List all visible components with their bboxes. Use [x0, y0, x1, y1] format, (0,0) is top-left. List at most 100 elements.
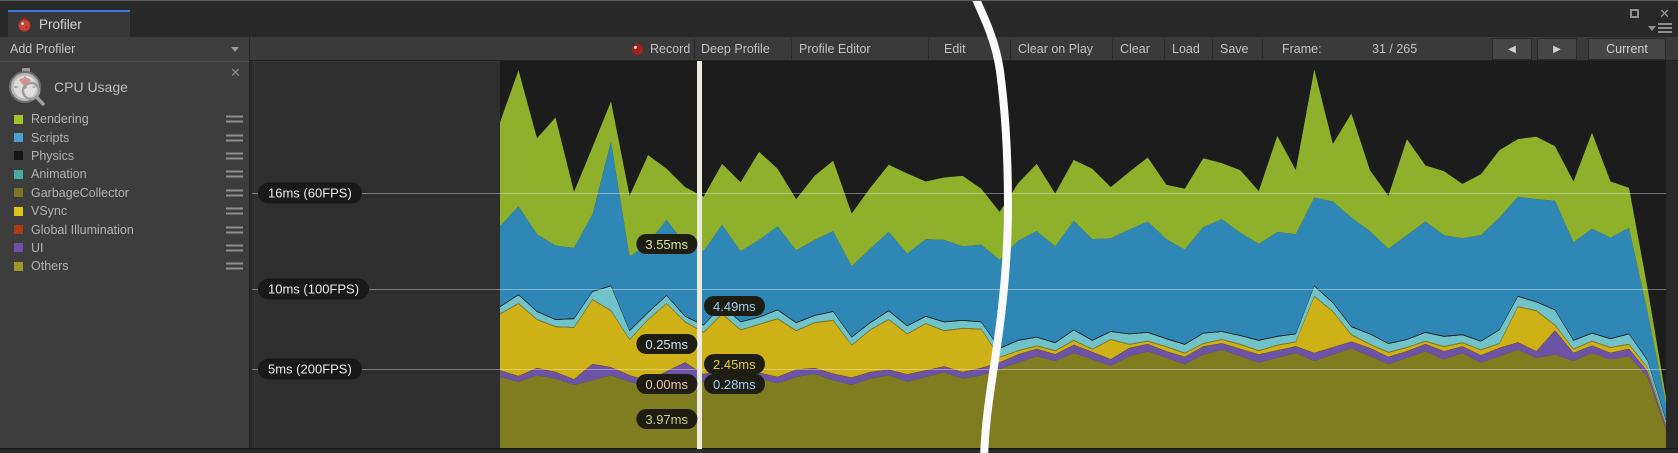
- drag-handle-icon[interactable]: [226, 134, 243, 142]
- series-area-physics: [500, 285, 1666, 421]
- drag-handle-icon[interactable]: [226, 170, 243, 178]
- frame-label: Frame:: [1282, 42, 1322, 56]
- legend-color-swatch: [14, 188, 23, 198]
- legend-color-swatch: [14, 169, 23, 179]
- legend-color-swatch: [14, 225, 23, 235]
- frame-value: 31 / 265: [1372, 42, 1418, 56]
- legend-label: Global Illumination: [31, 222, 134, 237]
- value-badge-global-illumination: 0.00ms: [636, 374, 697, 394]
- toolbar-separator: [791, 39, 792, 59]
- cpu-usage-panel: ✕ CPU Usage Rendering Scripts Physics Anima…: [0, 61, 250, 448]
- button-label: Load: [1172, 42, 1200, 56]
- load-button[interactable]: Load: [1172, 37, 1200, 61]
- deep-profile-button[interactable]: Deep Profile: [701, 37, 770, 61]
- button-label: Save: [1220, 42, 1249, 56]
- record-icon: [632, 43, 643, 55]
- button-label: Clear on Play: [1018, 42, 1094, 56]
- legend-item-ui[interactable]: UI: [0, 239, 249, 257]
- axis-label-10ms: 10ms (100FPS): [258, 278, 370, 300]
- drag-handle-icon[interactable]: [226, 115, 243, 123]
- legend-label: UI: [31, 240, 44, 255]
- legend-item-rendering[interactable]: Rendering: [0, 110, 249, 128]
- legend-label: VSync: [31, 204, 68, 219]
- value-badge-vsync: 2.45ms: [704, 354, 765, 374]
- title-bar: Profiler ✕: [0, 1, 1678, 37]
- series-area-ui: [500, 330, 1666, 430]
- legend-color-swatch: [14, 151, 23, 161]
- series-area-vsync: [500, 296, 1666, 427]
- legend-item-others[interactable]: Others: [0, 257, 249, 275]
- next-frame-button[interactable]: ▶: [1537, 38, 1577, 60]
- cpu-usage-icon: [9, 68, 45, 106]
- button-label: Profile Editor: [799, 42, 871, 56]
- close-panel-icon[interactable]: ✕: [230, 65, 241, 80]
- legend-label: Rendering: [31, 112, 89, 127]
- close-window-icon[interactable]: ✕: [1659, 6, 1670, 21]
- toolbar-separator: [928, 39, 929, 59]
- axis-label-5ms: 5ms (200FPS): [258, 358, 362, 380]
- legend: Rendering Scripts Physics Animation GarbageC…: [0, 110, 249, 276]
- record-button[interactable]: Record: [632, 37, 690, 61]
- clear-button[interactable]: Clear: [1120, 37, 1150, 61]
- drag-handle-icon[interactable]: [226, 207, 243, 215]
- profile-editor-button[interactable]: Profile Editor: [799, 37, 871, 61]
- legend-item-animation[interactable]: Animation: [0, 165, 249, 183]
- toolbar-separator: [1164, 39, 1165, 59]
- next-frame-icon: ▶: [1553, 43, 1561, 55]
- value-badge-physics: 0.25ms: [636, 334, 697, 354]
- window-menu-icon[interactable]: [1648, 23, 1672, 33]
- save-button[interactable]: Save: [1220, 37, 1249, 61]
- drag-handle-icon[interactable]: [226, 189, 243, 197]
- current-frame-button[interactable]: Current: [1588, 38, 1666, 60]
- chevron-down-icon: [1648, 25, 1656, 31]
- chart-empty-region: [252, 61, 500, 449]
- series-area-others: [500, 348, 1666, 449]
- legend-color-swatch: [14, 133, 23, 143]
- maximize-icon[interactable]: [1630, 9, 1639, 18]
- toolbar: Add Profiler Record Deep Profile Profile E…: [0, 37, 1678, 61]
- legend-item-garbagecollector[interactable]: GarbageCollector: [0, 184, 249, 202]
- series-area-animation: [500, 286, 1666, 424]
- series-area-garbagecollector: [500, 295, 1666, 425]
- value-badge-scripts: 4.49ms: [704, 296, 765, 316]
- bottom-edge: [0, 448, 1678, 453]
- drag-handle-icon[interactable]: [226, 244, 243, 252]
- legend-item-physics[interactable]: Physics: [0, 147, 249, 165]
- legend-label: GarbageCollector: [31, 185, 129, 200]
- selected-frame-line[interactable]: [697, 61, 702, 449]
- axis-label-16ms: 16ms (60FPS): [258, 182, 362, 204]
- value-badge-others: 3.97ms: [636, 409, 697, 429]
- toolbar-separator: [694, 39, 695, 59]
- value-badge-animation: 0.28ms: [704, 374, 765, 394]
- legend-item-global-illumination[interactable]: Global Illumination: [0, 220, 249, 238]
- toolbar-separator: [1262, 39, 1263, 59]
- legend-item-vsync[interactable]: VSync: [0, 202, 249, 220]
- drag-handle-icon[interactable]: [226, 152, 243, 160]
- button-label: Clear: [1120, 42, 1150, 56]
- series-area-rendering: [500, 69, 1666, 404]
- drag-handle-icon[interactable]: [226, 226, 243, 234]
- legend-color-swatch: [14, 206, 23, 216]
- cpu-usage-chart[interactable]: [500, 61, 1666, 449]
- series-area-scripts: [500, 141, 1666, 420]
- edit-button[interactable]: Edit: [944, 37, 966, 61]
- gridline-16ms: [252, 193, 1666, 194]
- add-profiler-dropdown[interactable]: Add Profiler: [0, 37, 250, 61]
- clear-on-play-button[interactable]: Clear on Play: [1018, 37, 1093, 61]
- legend-item-scripts[interactable]: Scripts: [0, 128, 249, 146]
- hamburger-icon: [1658, 23, 1672, 33]
- legend-color-swatch: [14, 261, 23, 271]
- toolbar-separator: [1010, 39, 1011, 59]
- legend-color-swatch: [14, 243, 23, 253]
- legend-label: Others: [31, 259, 69, 274]
- button-label: Deep Profile: [701, 42, 770, 56]
- tab-profiler[interactable]: Profiler: [8, 10, 130, 37]
- add-profiler-label: Add Profiler: [10, 42, 76, 56]
- drag-handle-icon[interactable]: [226, 262, 243, 270]
- legend-label: Animation: [31, 167, 87, 182]
- legend-label: Physics: [31, 148, 75, 163]
- legend-color-swatch: [14, 114, 23, 124]
- prev-frame-button[interactable]: ◀: [1492, 38, 1532, 60]
- button-label: Edit: [944, 42, 966, 56]
